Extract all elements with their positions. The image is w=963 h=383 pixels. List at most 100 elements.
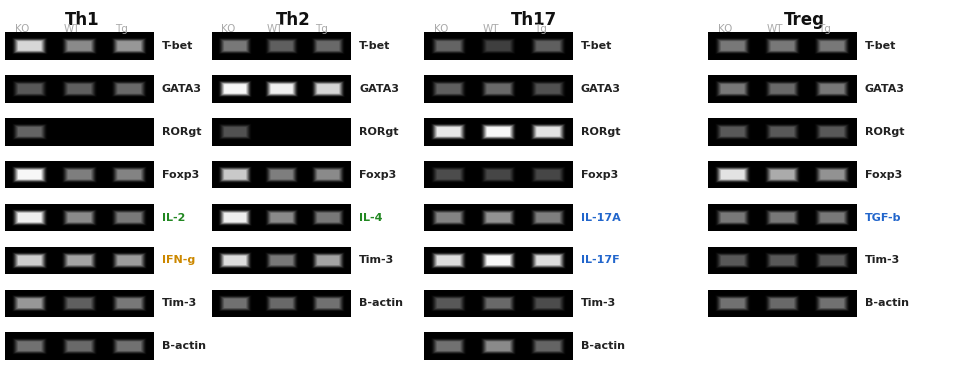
FancyBboxPatch shape bbox=[764, 80, 801, 98]
FancyBboxPatch shape bbox=[764, 37, 801, 55]
FancyBboxPatch shape bbox=[814, 209, 851, 226]
FancyBboxPatch shape bbox=[484, 212, 512, 223]
FancyBboxPatch shape bbox=[270, 212, 294, 223]
FancyBboxPatch shape bbox=[62, 209, 97, 226]
FancyBboxPatch shape bbox=[16, 126, 43, 137]
FancyBboxPatch shape bbox=[223, 126, 247, 137]
FancyBboxPatch shape bbox=[436, 341, 461, 352]
FancyBboxPatch shape bbox=[12, 166, 47, 183]
FancyBboxPatch shape bbox=[720, 41, 745, 51]
FancyBboxPatch shape bbox=[115, 168, 144, 181]
FancyBboxPatch shape bbox=[114, 210, 145, 225]
FancyBboxPatch shape bbox=[485, 126, 511, 137]
FancyBboxPatch shape bbox=[271, 170, 293, 179]
FancyBboxPatch shape bbox=[218, 80, 253, 98]
FancyBboxPatch shape bbox=[533, 39, 564, 53]
FancyBboxPatch shape bbox=[223, 83, 247, 94]
Bar bbox=[212, 247, 351, 274]
FancyBboxPatch shape bbox=[271, 299, 293, 308]
FancyBboxPatch shape bbox=[769, 83, 795, 94]
FancyBboxPatch shape bbox=[65, 169, 93, 180]
FancyBboxPatch shape bbox=[314, 168, 342, 181]
FancyBboxPatch shape bbox=[769, 255, 795, 266]
Bar bbox=[708, 118, 857, 146]
FancyBboxPatch shape bbox=[820, 213, 844, 222]
Text: IL-17F: IL-17F bbox=[581, 255, 619, 265]
Bar bbox=[212, 161, 351, 188]
FancyBboxPatch shape bbox=[12, 295, 47, 312]
FancyBboxPatch shape bbox=[222, 83, 248, 95]
FancyBboxPatch shape bbox=[268, 297, 296, 310]
FancyBboxPatch shape bbox=[819, 126, 846, 137]
FancyBboxPatch shape bbox=[534, 255, 561, 266]
FancyBboxPatch shape bbox=[435, 83, 462, 95]
FancyBboxPatch shape bbox=[818, 211, 847, 224]
FancyBboxPatch shape bbox=[433, 211, 463, 224]
FancyBboxPatch shape bbox=[819, 212, 846, 223]
FancyBboxPatch shape bbox=[431, 124, 465, 139]
FancyBboxPatch shape bbox=[268, 254, 296, 267]
FancyBboxPatch shape bbox=[223, 169, 247, 180]
FancyBboxPatch shape bbox=[222, 298, 248, 309]
FancyBboxPatch shape bbox=[714, 209, 751, 226]
FancyBboxPatch shape bbox=[431, 167, 465, 182]
FancyBboxPatch shape bbox=[436, 41, 461, 51]
FancyBboxPatch shape bbox=[317, 213, 339, 222]
FancyBboxPatch shape bbox=[719, 255, 746, 266]
FancyBboxPatch shape bbox=[530, 252, 567, 269]
FancyBboxPatch shape bbox=[218, 252, 253, 269]
FancyBboxPatch shape bbox=[16, 340, 43, 352]
FancyBboxPatch shape bbox=[432, 39, 464, 53]
FancyBboxPatch shape bbox=[224, 127, 247, 136]
FancyBboxPatch shape bbox=[270, 255, 294, 266]
FancyBboxPatch shape bbox=[820, 298, 845, 309]
Bar bbox=[5, 118, 154, 146]
FancyBboxPatch shape bbox=[13, 210, 46, 225]
Text: TGF-b: TGF-b bbox=[865, 213, 901, 223]
FancyBboxPatch shape bbox=[112, 338, 147, 355]
FancyBboxPatch shape bbox=[768, 126, 796, 137]
FancyBboxPatch shape bbox=[64, 253, 95, 268]
FancyBboxPatch shape bbox=[715, 166, 750, 183]
FancyBboxPatch shape bbox=[766, 81, 799, 97]
Text: Tim-3: Tim-3 bbox=[865, 255, 900, 265]
FancyBboxPatch shape bbox=[429, 209, 467, 226]
Bar bbox=[212, 204, 351, 231]
FancyBboxPatch shape bbox=[221, 124, 250, 139]
FancyBboxPatch shape bbox=[530, 37, 567, 55]
Bar bbox=[708, 32, 857, 60]
FancyBboxPatch shape bbox=[18, 41, 41, 51]
FancyBboxPatch shape bbox=[716, 38, 749, 54]
Text: Tim-3: Tim-3 bbox=[581, 298, 616, 308]
FancyBboxPatch shape bbox=[481, 80, 516, 97]
Text: Tg: Tg bbox=[315, 24, 327, 34]
FancyBboxPatch shape bbox=[64, 167, 95, 182]
FancyBboxPatch shape bbox=[433, 254, 463, 267]
FancyBboxPatch shape bbox=[715, 295, 750, 312]
FancyBboxPatch shape bbox=[111, 166, 148, 183]
FancyBboxPatch shape bbox=[814, 166, 851, 183]
FancyBboxPatch shape bbox=[814, 80, 851, 98]
FancyBboxPatch shape bbox=[716, 124, 748, 139]
FancyBboxPatch shape bbox=[221, 253, 250, 268]
FancyBboxPatch shape bbox=[113, 253, 146, 268]
FancyBboxPatch shape bbox=[267, 39, 297, 53]
FancyBboxPatch shape bbox=[820, 170, 844, 179]
FancyBboxPatch shape bbox=[818, 39, 847, 52]
FancyBboxPatch shape bbox=[535, 255, 560, 266]
FancyBboxPatch shape bbox=[113, 38, 146, 54]
FancyBboxPatch shape bbox=[13, 124, 46, 139]
FancyBboxPatch shape bbox=[63, 339, 96, 354]
FancyBboxPatch shape bbox=[768, 297, 797, 310]
FancyBboxPatch shape bbox=[313, 210, 343, 225]
FancyBboxPatch shape bbox=[764, 295, 801, 312]
FancyBboxPatch shape bbox=[117, 83, 142, 94]
FancyBboxPatch shape bbox=[432, 210, 464, 225]
FancyBboxPatch shape bbox=[264, 166, 299, 183]
FancyBboxPatch shape bbox=[764, 123, 801, 141]
Text: B-actin: B-actin bbox=[359, 298, 403, 308]
FancyBboxPatch shape bbox=[765, 295, 800, 312]
FancyBboxPatch shape bbox=[532, 38, 565, 54]
FancyBboxPatch shape bbox=[437, 256, 460, 265]
FancyBboxPatch shape bbox=[817, 167, 848, 182]
